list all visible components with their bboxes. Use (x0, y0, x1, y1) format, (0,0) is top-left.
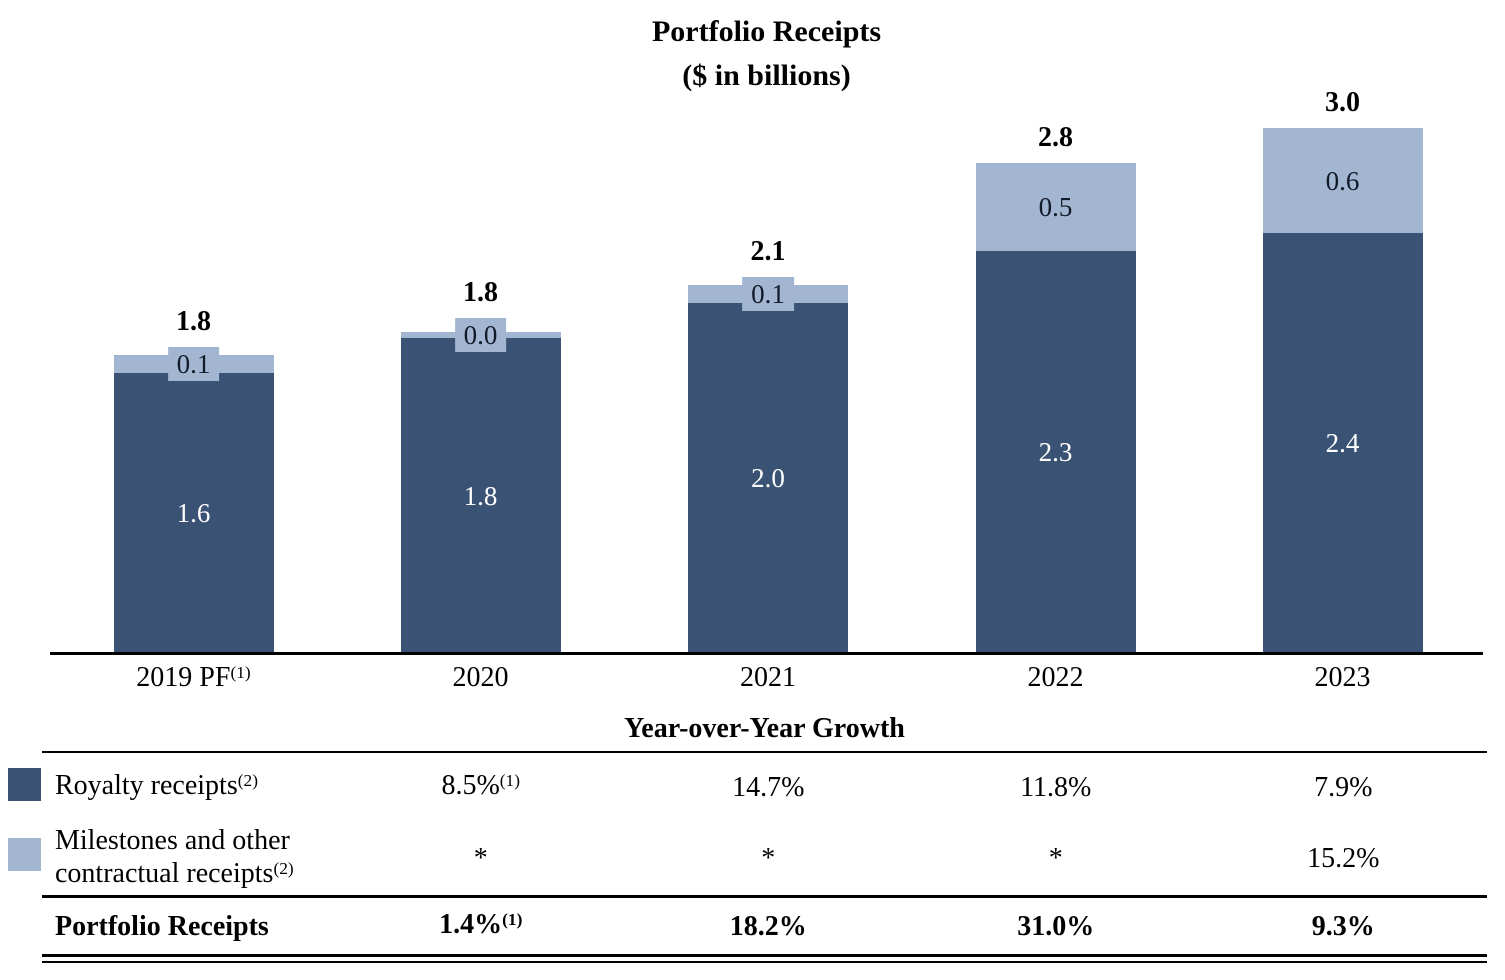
row-value: 1.4%(1) (439, 909, 523, 940)
bar-group-2019-pf: 0.1 1.6 1.8 (113, 306, 274, 653)
row-value: 15.2% (1307, 842, 1380, 874)
row-value: * (1048, 842, 1063, 874)
chart-title: Portfolio Receipts ($ in billions) (50, 10, 1483, 98)
bar-total-label: 2.8 (1038, 122, 1073, 153)
segment-royalty (975, 251, 1136, 653)
bar-total-label: 1.8 (176, 306, 211, 337)
growth-table-heading: Year-over-Year Growth (624, 713, 905, 744)
row-value: 14.7% (732, 771, 805, 803)
table-row-milestones-and-other-contractual-receipts: Milestones and other contractual receipt… (42, 821, 1487, 895)
bar-group-2023: 0.6 2.4 3.0 (1262, 87, 1423, 653)
row-value: * (473, 842, 488, 874)
table-row-portfolio-receipts: Portfolio Receipts 1.4%(1) 18.2% 31.0% 9.3% (42, 895, 1487, 954)
x-axis-label-2021: 2021 (740, 662, 796, 693)
milestones-value-label: 0.5 (1029, 190, 1082, 224)
row-label: Portfolio Receipts (55, 910, 269, 942)
royalty-value-label: 2.3 (1038, 437, 1073, 467)
milestones-value-label: 0.6 (1316, 164, 1369, 198)
row-value: 11.8% (1020, 771, 1092, 803)
footnote-marker: (1) (499, 771, 521, 791)
growth-table: Royalty receipts(2) 8.5%(1) 14.7% 11.8% 7.9%… (42, 751, 1487, 963)
chart-title-line2: ($ in billions) (682, 59, 851, 92)
x-axis-label-2022: 2022 (1027, 662, 1084, 693)
row-label: Royalty receipts(2) (55, 770, 258, 801)
x-axis-label-2023: 2023 (1314, 662, 1371, 693)
milestones-value-label: 0.1 (742, 277, 794, 311)
segment-royalty (400, 338, 561, 653)
row-label: Milestones and other contractual receipt… (55, 824, 294, 889)
royalty-value-label: 2.4 (1325, 428, 1360, 458)
bar-group-2020: 0.0 1.8 1.8 (400, 277, 561, 653)
table-row-royalty-receipts: Royalty receipts(2) 8.5%(1) 14.7% 11.8% 7.9% (42, 753, 1487, 821)
milestones-value-label: 0.0 (454, 318, 507, 352)
x-axis-label-2019-pf: 2019 PF(1) (136, 662, 251, 693)
footnote-marker: (2) (237, 771, 258, 791)
x-axis-label-2020: 2020 (452, 662, 509, 693)
segment-royalty (688, 303, 848, 653)
footnote-marker: (1) (502, 910, 523, 930)
royalty-value-label: 1.8 (463, 481, 498, 511)
row-value: 18.2% (729, 910, 807, 942)
legend-swatch-royalty (8, 768, 41, 801)
bar-group-2021: 0.1 2.0 2.1 (688, 236, 848, 653)
legend-swatch-milestones (8, 838, 41, 871)
row-value: 8.5%(1) (441, 770, 521, 801)
bar-group-2022: 0.5 2.3 2.8 (975, 122, 1136, 653)
row-value: 31.0% (1017, 910, 1095, 942)
segment-royalty (1262, 233, 1423, 653)
bar-total-label: 3.0 (1325, 87, 1360, 118)
row-value: 7.9% (1314, 771, 1373, 803)
row-value: * (761, 842, 776, 874)
segment-royalty (113, 373, 274, 653)
royalty-value-label: 1.6 (176, 498, 211, 528)
royalty-value-label: 2.0 (751, 463, 785, 493)
milestones-value-label: 0.1 (167, 347, 220, 381)
row-value: 9.3% (1311, 910, 1375, 942)
bar-total-label: 2.1 (750, 236, 786, 267)
footnote-marker: (1) (230, 663, 251, 683)
table-bottom-double-rule (42, 954, 1487, 963)
bar-total-label: 1.8 (463, 277, 498, 308)
footnote-marker: (2) (273, 858, 294, 878)
x-axis-line (50, 652, 1483, 655)
chart-title-line1: Portfolio Receipts (651, 15, 882, 48)
